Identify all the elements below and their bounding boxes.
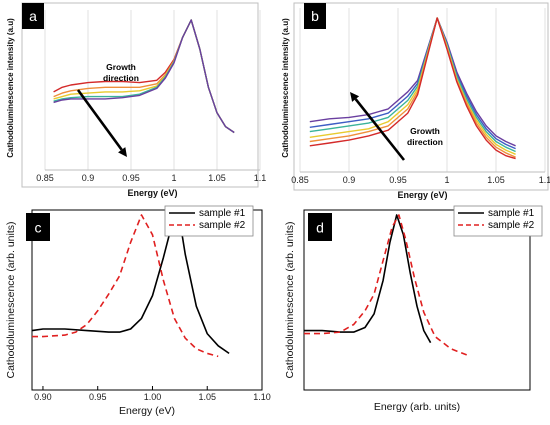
- x-tick-label: 1.05: [198, 392, 216, 402]
- series-line-sample-2: [32, 214, 219, 358]
- y-axis-label: Cathodoluminescence intensity (a.u): [6, 18, 15, 158]
- chart-panel-d: Energy (arb. units) Cathodoluminescence (…: [284, 205, 543, 413]
- chart-panel-c: 0.90 0.95 1.00 1.05 1.10 Energy (eV) Cathodolu…: [5, 205, 271, 417]
- chart-panel-b: 0.85 0.9 0.95 1 1.05 1.1 Energy (eV) Cathodolum…: [281, 2, 550, 200]
- series-line-2: [53, 19, 235, 134]
- x-tick-label: 0.9: [343, 175, 356, 185]
- panel-label-box: [304, 3, 326, 29]
- panel-label: d: [316, 220, 324, 236]
- series-line-5: [309, 17, 516, 160]
- legend-box: [164, 205, 254, 237]
- y-axis-label: Cathodoluminescence intensity (a.u): [281, 18, 290, 158]
- x-tick-label: 1.10: [253, 392, 271, 402]
- x-tick-label: 1: [171, 173, 176, 183]
- growth-arrow-head: [118, 147, 127, 157]
- chart-panel-a: 0.85 0.9 0.95 1 1.05 1.1 Energy (eV) Cathodolum…: [6, 2, 267, 198]
- x-tick-label: 0.9: [82, 173, 95, 183]
- x-tick-label: 1.1: [254, 173, 267, 183]
- annotation-text: direction: [407, 137, 443, 147]
- x-tick-label: 1.05: [208, 173, 226, 183]
- x-tick-label: 0.85: [36, 173, 54, 183]
- legend-label: sample #1: [199, 208, 246, 219]
- series-line-sample-2: [304, 214, 467, 356]
- panel-label: a: [29, 8, 37, 24]
- growth-arrow: [76, 89, 123, 151]
- y-axis-label: Cathodoluminescence (arb. units): [5, 222, 17, 379]
- series-line-sample-1: [304, 214, 432, 344]
- series-line-sample-1: [31, 214, 230, 355]
- x-tick-label: 0.95: [122, 173, 140, 183]
- annotation-text: Growth: [410, 126, 440, 136]
- x-tick-label: 1.1: [539, 175, 550, 185]
- growth-arrow: [354, 98, 406, 161]
- panel-label: b: [311, 8, 319, 24]
- x-axis-label: Energy (arb. units): [374, 401, 460, 413]
- x-axis-label: Energy (eV): [119, 405, 175, 417]
- legend-label: sample #2: [199, 220, 246, 231]
- x-tick-label: 1.05: [487, 175, 505, 185]
- annotation-text: Growth: [106, 62, 136, 72]
- series-line-4: [53, 19, 235, 134]
- series-line-1: [53, 19, 235, 134]
- panel-frame: [293, 2, 549, 191]
- panel-label: c: [35, 220, 42, 236]
- panel-label-box: [26, 213, 50, 241]
- panel-label-box: [308, 213, 332, 241]
- x-tick-label: 1.00: [144, 392, 162, 402]
- legend-label: sample #2: [488, 220, 535, 231]
- x-tick-label: 0.90: [34, 392, 52, 402]
- x-tick-label: 1: [444, 175, 449, 185]
- x-tick-label: 0.85: [291, 175, 309, 185]
- plot-frame: [31, 209, 263, 391]
- y-axis-label: Cathodoluminescence (arb. units): [284, 222, 296, 379]
- series-line-3: [53, 19, 235, 134]
- plot-frame: [303, 209, 531, 391]
- panel-label-box: [22, 3, 44, 29]
- legend-label: sample #1: [488, 208, 535, 219]
- growth-arrow-head: [350, 92, 360, 102]
- x-tick-label: 0.95: [389, 175, 407, 185]
- annotation-text: direction: [103, 73, 139, 83]
- x-axis-label: Energy (eV): [397, 190, 447, 200]
- x-axis-label: Energy (eV): [127, 188, 177, 198]
- panel-frame: [21, 2, 259, 188]
- x-tick-label: 0.95: [89, 392, 107, 402]
- legend-box: [453, 205, 543, 237]
- series-line-0: [53, 19, 235, 134]
